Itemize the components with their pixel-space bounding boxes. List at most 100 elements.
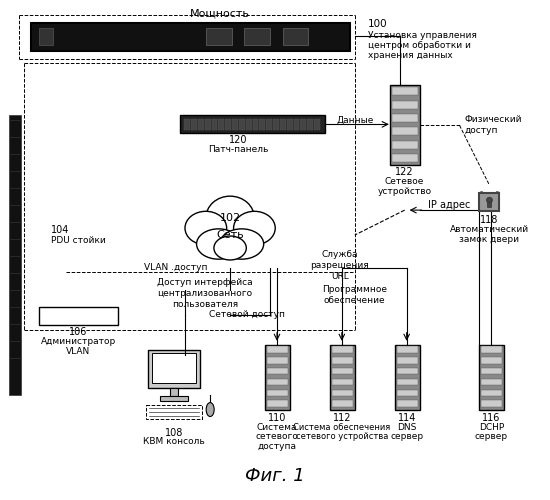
Bar xyxy=(226,119,231,130)
Bar xyxy=(31,22,350,50)
Ellipse shape xyxy=(185,212,227,245)
Text: Фиг. 1: Фиг. 1 xyxy=(245,468,305,485)
Bar xyxy=(252,119,258,130)
Ellipse shape xyxy=(206,402,214,416)
Text: сетевого: сетевого xyxy=(256,432,299,442)
Ellipse shape xyxy=(196,229,240,259)
Bar xyxy=(239,119,245,130)
Text: Система: Система xyxy=(257,422,297,432)
Bar xyxy=(392,100,417,108)
Bar xyxy=(267,379,288,385)
Text: замок двери: замок двери xyxy=(459,235,519,244)
Ellipse shape xyxy=(214,236,246,260)
Bar xyxy=(245,28,270,45)
Bar xyxy=(205,119,211,130)
Text: 116: 116 xyxy=(482,412,501,422)
Text: 114: 114 xyxy=(398,412,416,422)
Bar xyxy=(392,128,417,136)
Bar xyxy=(481,379,502,385)
Bar xyxy=(146,404,202,418)
Bar xyxy=(266,119,272,130)
Text: URL: URL xyxy=(331,272,349,281)
Bar xyxy=(392,154,417,162)
Bar xyxy=(267,346,288,353)
Text: сервер: сервер xyxy=(390,432,424,442)
Text: Доступ интерфейса: Доступ интерфейса xyxy=(157,278,253,287)
Bar xyxy=(152,352,196,382)
Bar xyxy=(273,119,279,130)
Bar xyxy=(218,119,224,130)
Text: DNS: DNS xyxy=(397,422,416,432)
Bar xyxy=(397,346,417,353)
Bar xyxy=(267,357,288,364)
Text: КВМ консоль: КВМ консоль xyxy=(144,438,205,446)
Text: Установка управления: Установка управления xyxy=(368,30,477,40)
Text: 122: 122 xyxy=(395,167,414,177)
Text: устройство: устройство xyxy=(378,187,432,196)
Bar xyxy=(206,28,232,45)
Bar xyxy=(392,140,417,148)
Text: Администратор: Администратор xyxy=(41,337,116,346)
Bar xyxy=(160,396,188,400)
Text: VLAN: VLAN xyxy=(67,346,91,356)
Bar xyxy=(232,119,238,130)
Bar xyxy=(9,116,21,394)
Text: разрешения: разрешения xyxy=(310,261,369,270)
Bar xyxy=(39,307,118,325)
Circle shape xyxy=(150,28,167,45)
Text: Мощность: Мощность xyxy=(190,8,250,18)
Text: 118: 118 xyxy=(480,215,499,225)
Ellipse shape xyxy=(219,229,263,259)
Bar xyxy=(481,346,502,353)
Text: обеспечение: обеспечение xyxy=(324,296,386,305)
Bar xyxy=(397,390,417,396)
Bar xyxy=(212,119,217,130)
Bar xyxy=(330,344,355,410)
Text: 106: 106 xyxy=(69,327,87,337)
Bar xyxy=(287,119,293,130)
Bar xyxy=(198,119,204,130)
Text: 112: 112 xyxy=(333,412,351,422)
Text: доступа: доступа xyxy=(257,442,296,452)
Bar xyxy=(487,202,492,207)
Ellipse shape xyxy=(206,196,255,240)
Text: 102: 102 xyxy=(219,213,241,223)
Bar xyxy=(390,86,420,165)
Bar xyxy=(481,368,502,374)
Text: пользователя: пользователя xyxy=(172,300,238,309)
Bar xyxy=(191,119,197,130)
Bar xyxy=(481,390,502,396)
Text: VLAN .доступ: VLAN .доступ xyxy=(144,264,207,272)
Bar xyxy=(184,119,190,130)
Bar xyxy=(397,379,417,385)
Bar xyxy=(280,119,285,130)
Text: IP адрес: IP адрес xyxy=(428,200,471,210)
Bar xyxy=(332,346,353,353)
Text: Данные: Данные xyxy=(336,116,373,125)
Bar xyxy=(332,368,353,374)
Text: Автоматический: Автоматический xyxy=(450,225,529,234)
Bar xyxy=(480,344,504,410)
Text: центром обработки и: центром обработки и xyxy=(368,40,471,50)
Bar xyxy=(480,193,499,211)
Text: 104: 104 xyxy=(51,225,69,235)
Text: Система обеспечения: Система обеспечения xyxy=(293,422,390,432)
Bar xyxy=(481,400,502,407)
Text: Служба: Служба xyxy=(322,250,358,259)
Bar xyxy=(294,119,299,130)
Bar xyxy=(332,390,353,396)
Text: 110: 110 xyxy=(268,412,286,422)
Ellipse shape xyxy=(234,212,275,245)
Bar xyxy=(397,368,417,374)
Text: Сеть: Сеть xyxy=(216,230,244,240)
Bar xyxy=(332,379,353,385)
Bar xyxy=(180,116,325,134)
Bar xyxy=(397,357,417,364)
Bar xyxy=(39,28,53,45)
Bar xyxy=(481,357,502,364)
Circle shape xyxy=(486,197,492,203)
Bar xyxy=(314,119,320,130)
Bar xyxy=(265,344,290,410)
Text: сетевого устройства: сетевого устройства xyxy=(296,432,388,442)
Text: Физический: Физический xyxy=(465,116,522,124)
